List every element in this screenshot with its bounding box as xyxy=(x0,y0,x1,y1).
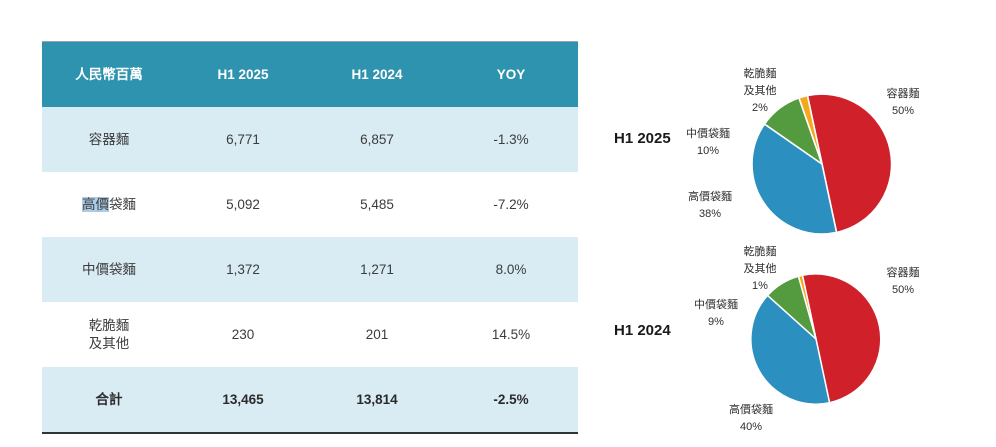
pie-label-text: 高價袋麵 xyxy=(688,191,732,203)
value-h1-2025: 1,372 xyxy=(226,261,260,277)
pie-label-mid-price-bag: 中價袋麵 10% xyxy=(686,126,730,160)
header-cell-h1-2025: H1 2025 xyxy=(217,66,269,82)
pie-slice-blue xyxy=(751,123,838,235)
pie-chart-h1-2025 xyxy=(751,93,893,235)
row-label: 乾脆麵 及其他 xyxy=(42,317,176,353)
pie-slice-orange xyxy=(798,94,823,165)
pie-label-text: 高價袋麵 xyxy=(729,404,773,416)
pie-label-container-noodles: 容器麵 50% xyxy=(887,265,920,299)
pie-label-pct: 2% xyxy=(752,102,768,114)
pie-slice-orange xyxy=(797,274,817,340)
pie-label-text: 容器麵 xyxy=(886,267,920,279)
row-label: 中價袋麵 xyxy=(82,261,136,277)
pie-label-crispy-others: 乾脆麵 及其他 1% xyxy=(744,244,777,295)
row-label-rest: 袋麵 xyxy=(109,196,136,212)
table-row-high-price-bag: 高價袋麵 5,092 5,485 -7.2% xyxy=(42,172,578,237)
row-label-line2: 及其他 xyxy=(88,335,130,351)
value-h1-2024: 1,271 xyxy=(360,261,394,277)
revenue-table: 人民幣百萬 H1 2025 H1 2024 YOY 容器麵 6,771 6,85… xyxy=(42,41,578,434)
value-h1-2025: 230 xyxy=(231,326,255,342)
value-h1-2024: 201 xyxy=(365,326,389,342)
value-h1-2024: 13,814 xyxy=(356,391,398,407)
pie-label-container-noodles: 容器麵 50% xyxy=(887,86,920,120)
value-yoy: 14.5% xyxy=(491,326,531,342)
pie-label-high-price-bag: 高價袋麵 40% xyxy=(729,402,773,436)
pie-slice-red xyxy=(801,273,882,404)
pie-label-text: 容器麵 xyxy=(886,88,920,100)
value-h1-2024: 5,485 xyxy=(360,196,394,212)
table-row-mid-price-bag: 中價袋麵 1,372 1,271 8.0% xyxy=(42,237,578,302)
value-h1-2025: 5,092 xyxy=(226,196,260,212)
value-yoy: 8.0% xyxy=(495,261,527,277)
pie-label-text: 及其他 xyxy=(743,85,777,97)
pie-slice-red xyxy=(806,93,893,234)
table-row-container-noodles: 容器麵 6,771 6,857 -1.3% xyxy=(42,107,578,172)
pie-label-pct: 40% xyxy=(739,421,763,433)
value-yoy: -1.3% xyxy=(493,131,529,147)
pie-label-text: 及其他 xyxy=(743,263,777,275)
row-label: 合計 xyxy=(95,391,123,407)
table-row-total: 合計 13,465 13,814 -2.5% xyxy=(42,367,578,432)
pie-period-label-h1-2024: H1 2024 xyxy=(614,322,671,339)
pie-label-pct: 50% xyxy=(891,105,915,117)
pie-label-crispy-others: 乾脆麵 及其他 2% xyxy=(744,66,777,117)
pie-label-text: 中價袋麵 xyxy=(686,128,730,140)
value-yoy: -7.2% xyxy=(493,196,529,212)
row-label-line1: 乾脆麵 xyxy=(88,317,130,333)
header-cell-yoy: YOY xyxy=(496,66,526,82)
pie-label-text: 乾脆麵 xyxy=(743,246,777,258)
value-h1-2025: 6,771 xyxy=(226,131,260,147)
pie-label-pct: 50% xyxy=(891,284,915,296)
pie-chart-h1-2024 xyxy=(750,273,882,405)
pie-label-pct: 38% xyxy=(698,208,722,220)
value-h1-2025: 13,465 xyxy=(222,391,264,407)
pie-label-text: 中價袋麵 xyxy=(694,299,738,311)
table-row-crispy-others: 乾脆麵及其他 230 201 14.5% xyxy=(42,302,578,367)
value-yoy: -2.5% xyxy=(493,391,529,407)
pie-label-high-price-bag: 高價袋麵 38% xyxy=(688,189,732,223)
pie-label-mid-price-bag: 中價袋麵 9% xyxy=(694,297,738,331)
selected-text-highlight[interactable]: 高價 xyxy=(82,196,109,212)
header-cell-h1-2024: H1 2024 xyxy=(351,66,403,82)
pie-label-pct: 9% xyxy=(708,316,724,328)
pie-slice-blue xyxy=(750,294,831,405)
row-label: 容器麵 xyxy=(88,131,130,147)
table-header-row: 人民幣百萬 H1 2025 H1 2024 YOY xyxy=(42,42,578,107)
header-cell-currency: 人民幣百萬 xyxy=(75,66,143,82)
pie-period-label-h1-2025: H1 2025 xyxy=(614,130,671,147)
pie-label-text: 乾脆麵 xyxy=(743,68,777,80)
value-h1-2024: 6,857 xyxy=(360,131,394,147)
row-label: 高價袋麵 xyxy=(42,196,176,214)
pie-label-pct: 1% xyxy=(752,280,768,292)
pie-label-pct: 10% xyxy=(696,145,720,157)
